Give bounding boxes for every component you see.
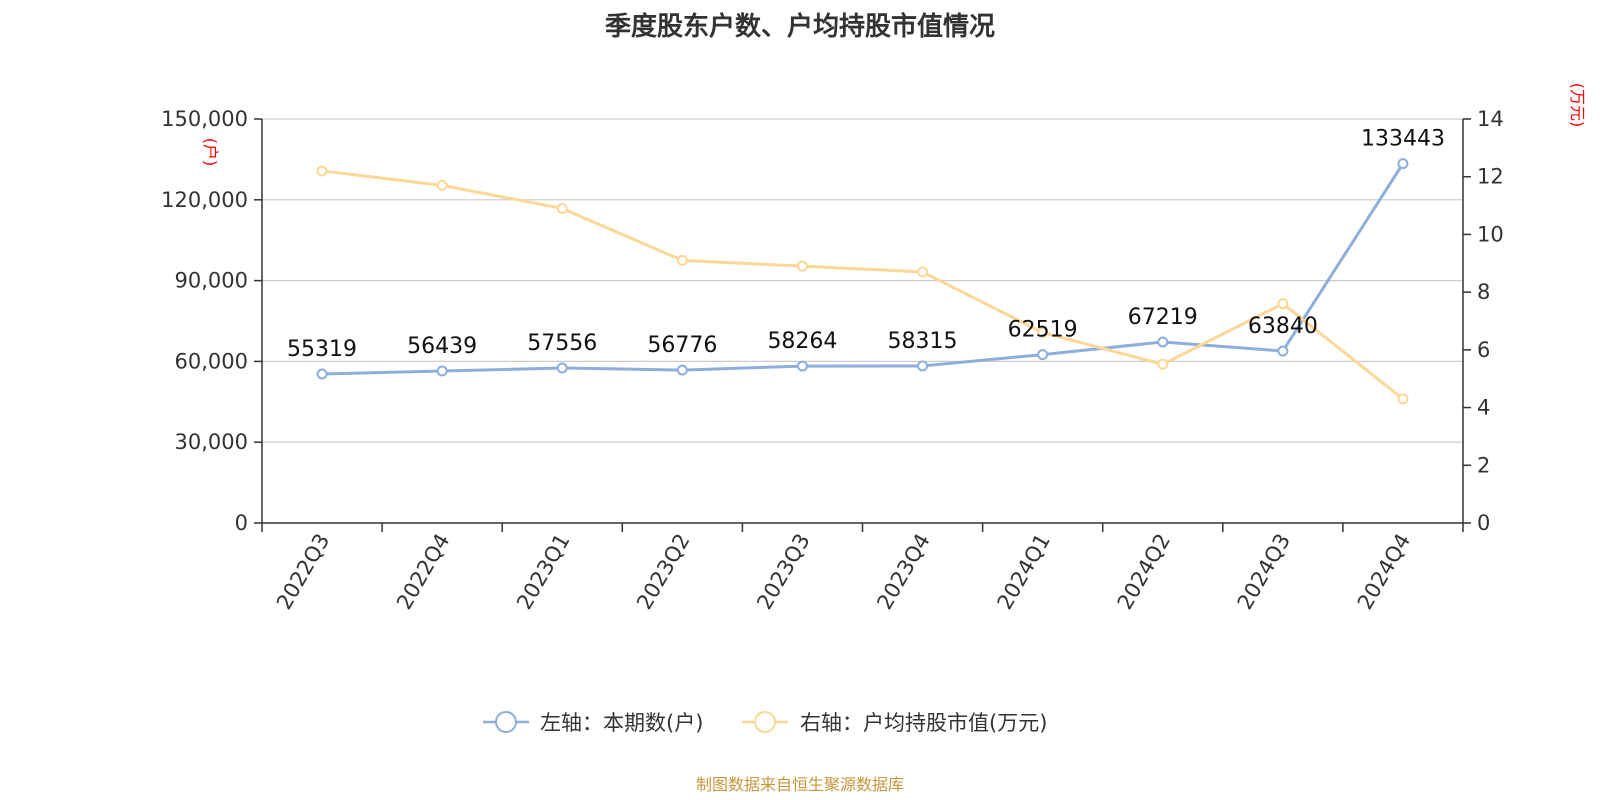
series-point-0 — [316, 368, 328, 380]
x-axis-tick-label: 2023Q3 — [752, 530, 814, 614]
left-axis-tick-label: 90,000 — [175, 269, 248, 293]
series-lines — [316, 158, 1409, 405]
right-axis-tick-label: 6 — [1477, 338, 1490, 362]
data-labels: 55319 56439 57556 56776 58264 58315 62519 67219… — [287, 127, 1445, 362]
right-axis-unit: (万元) — [1568, 83, 1587, 128]
series-point-0 — [1277, 345, 1289, 357]
left-axis-tick-label: 60,000 — [175, 349, 248, 373]
series-line-1 — [321, 169, 1404, 401]
left-axis-unit: (户) — [201, 138, 220, 167]
grid-lines — [262, 118, 1463, 443]
legend-marker-1 — [754, 711, 776, 733]
series-point-1 — [316, 165, 328, 177]
x-axis-tick-label: 2024Q3 — [1233, 530, 1295, 614]
series-point-0 — [796, 360, 808, 372]
series-point-1 — [796, 260, 808, 272]
data-label: 62519 — [1008, 318, 1078, 343]
left-axis-tick-label: 120,000 — [161, 188, 248, 212]
data-label: 55319 — [287, 337, 357, 362]
series-point-0 — [676, 364, 688, 376]
data-label: 67219 — [1128, 305, 1198, 330]
chart-title: 季度股东户数、户均持股市值情况 — [604, 12, 995, 42]
series-point-0 — [917, 360, 929, 372]
x-axis-tick-label: 2022Q4 — [392, 530, 454, 614]
series-point-1 — [1277, 298, 1289, 310]
series-point-0 — [556, 362, 568, 374]
data-label: 56776 — [647, 333, 717, 358]
legend-label-0: 左轴：本期数(户) — [540, 711, 703, 735]
series-line-0 — [322, 162, 1405, 376]
legend[interactable]: 左轴：本期数(户) 右轴：户均持股市值(万元) — [483, 711, 1047, 735]
series-point-1 — [676, 254, 688, 266]
legend-marker-0 — [495, 711, 517, 733]
series-point-1 — [556, 202, 568, 214]
right-axis-tick-label: 2 — [1477, 453, 1490, 477]
data-label: 57556 — [527, 331, 597, 356]
x-axis-tick-label: 2024Q2 — [1113, 530, 1175, 614]
series-point-0 — [1037, 349, 1049, 361]
left-axis-tick-label: 30,000 — [175, 430, 248, 454]
axes: 0 30,000 60,000 90,000 120,000 150,000 (户) 0 2 4 6… — [161, 83, 1587, 614]
x-axis-tick-label: 2024Q4 — [1353, 530, 1415, 614]
series-point-1 — [1037, 327, 1049, 339]
series-point-1 — [1157, 358, 1169, 370]
data-label: 133443 — [1361, 127, 1445, 152]
source-note: 制图数据来自恒生聚源数据库 — [696, 775, 904, 794]
data-label: 56439 — [407, 334, 477, 359]
left-axis-tick-label: 0 — [235, 511, 248, 535]
x-axis-tick-label: 2023Q4 — [872, 530, 934, 614]
series-point-1 — [436, 179, 448, 191]
data-label: 58315 — [888, 329, 958, 354]
right-axis-tick-label: 14 — [1477, 107, 1504, 131]
x-axis-tick-label: 2024Q1 — [993, 530, 1055, 614]
series-point-0 — [1157, 336, 1169, 348]
series-point-1 — [917, 266, 929, 278]
series-point-1 — [1397, 393, 1409, 405]
x-axis-tick-label: 2023Q1 — [512, 530, 574, 614]
series-point-0 — [1397, 158, 1409, 170]
x-axis-tick-label: 2023Q2 — [632, 530, 694, 614]
right-axis-tick-label: 12 — [1477, 165, 1504, 189]
x-axis-tick-label: 2022Q3 — [272, 530, 334, 614]
data-label: 63840 — [1248, 314, 1318, 339]
series-point-0 — [436, 365, 448, 377]
right-axis-tick-label: 8 — [1477, 280, 1490, 304]
right-axis-tick-label: 4 — [1477, 396, 1490, 420]
data-label: 58264 — [767, 329, 837, 354]
right-axis-tick-label: 10 — [1477, 222, 1504, 246]
legend-label-1: 右轴：户均持股市值(万元) — [800, 711, 1047, 735]
right-axis-tick-label: 0 — [1477, 511, 1490, 535]
left-axis-tick-label: 150,000 — [161, 107, 248, 131]
